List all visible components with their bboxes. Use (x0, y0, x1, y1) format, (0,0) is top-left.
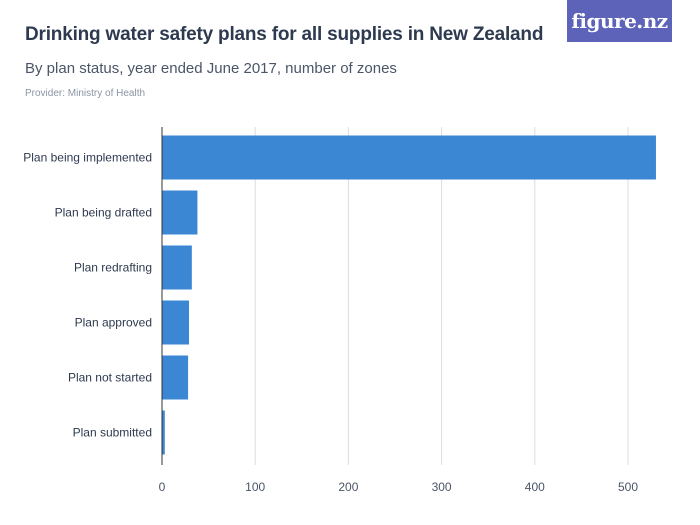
x-tick-label: 100 (245, 480, 265, 494)
category-label: Plan not started (68, 371, 152, 385)
category-label: Plan being drafted (55, 206, 152, 220)
bar[interactable] (162, 135, 656, 180)
category-label: Plan being implemented (23, 151, 152, 165)
chart-title: Drinking water safety plans for all supp… (25, 24, 544, 45)
category-label: Plan approved (75, 316, 152, 330)
chart-subtitle: By plan status, year ended June 2017, nu… (25, 60, 397, 77)
bar[interactable] (162, 410, 165, 455)
x-tick-label: 400 (525, 480, 545, 494)
category-label: Plan redrafting (74, 261, 152, 275)
bar[interactable] (162, 300, 190, 345)
figure-nz-logo[interactable]: figure.nz (567, 0, 672, 42)
bar[interactable] (162, 355, 189, 400)
x-tick-label: 0 (159, 480, 166, 494)
data-provider: Provider: Ministry of Health (25, 88, 146, 99)
x-tick-label: 200 (338, 480, 358, 494)
category-label: Plan submitted (73, 426, 152, 440)
x-tick-label: 500 (618, 480, 638, 494)
bar[interactable] (162, 245, 192, 290)
bar[interactable] (162, 190, 198, 235)
x-tick-label: 300 (432, 480, 452, 494)
